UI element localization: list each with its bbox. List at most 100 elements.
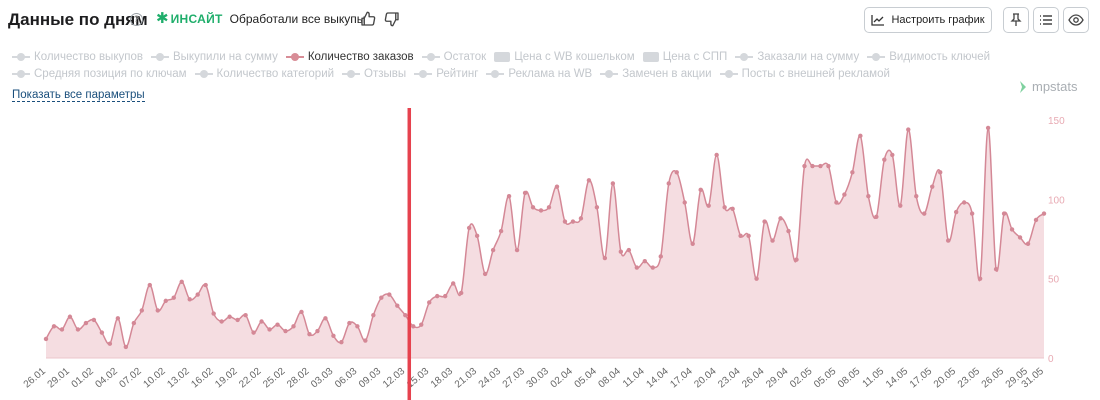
thumbs-down-icon[interactable] [383,10,401,28]
legend-item-label: Замечен в акции [622,68,712,80]
data-point [147,282,152,288]
data-point [522,190,528,196]
data-point [906,127,911,132]
legend-item[interactable]: Заказали на сумму [735,51,859,63]
show-all-params-link[interactable]: Показать все параметры [12,89,145,102]
legend-item[interactable]: Рейтинг [414,68,478,80]
pin-button[interactable] [1003,7,1029,33]
insight-badge[interactable]: ✱ ИНСАЙТ Обработали все выкупы [156,10,366,27]
data-point [387,292,392,297]
data-point [914,193,919,199]
data-point [243,312,248,318]
bar-marker-icon [494,52,511,62]
data-point [115,316,121,321]
data-point [371,312,376,318]
data-point [450,281,456,286]
legend-item[interactable]: Выкупили на сумму [150,51,278,63]
series-marker-icon [150,52,169,62]
data-point [993,266,999,272]
data-point [530,205,536,210]
legend-item-label: Количество категорий [216,68,335,80]
data-point [866,193,871,199]
x-tick-label: 04.02 [94,366,121,391]
data-point [738,233,743,239]
legend-item-label: Видимость ключей [889,51,991,63]
data-point [810,163,815,169]
data-point [690,241,695,246]
data-point [395,303,400,308]
series-marker-icon [867,52,886,62]
data-point [786,228,791,234]
legend-item[interactable]: Количество выкупов [12,51,143,63]
list-button[interactable] [1033,7,1059,33]
data-point [307,332,312,337]
data-point [890,152,895,158]
series-marker-icon [414,69,433,79]
legend-item[interactable]: Остаток [421,51,486,63]
insight-note: Обработали все выкупы [229,12,366,26]
legend-item-label: Цена с СПП [662,51,728,63]
data-point [251,330,256,335]
legend-item[interactable]: Количество категорий [194,68,335,80]
data-point [626,247,632,253]
legend-item-label: Выкупили на сумму [172,51,278,63]
legend-item[interactable]: Средняя позиция по ключам [12,68,187,80]
legend-item-label: Посты с внешней рекламой [741,68,890,80]
legend-item[interactable]: Отзывы [342,68,406,80]
legend-row-2: Средняя позиция по ключам Количество кат… [12,68,1012,80]
visibility-button[interactable] [1063,7,1089,33]
eye-icon [1068,14,1084,26]
data-point [474,233,480,239]
series-marker-icon [719,69,738,79]
data-point [75,327,81,332]
data-point [195,292,200,297]
legend-item[interactable]: Цена с WB кошельком [494,51,635,63]
thumbs-up-icon[interactable] [359,10,377,28]
data-point [594,205,600,210]
data-point [698,187,703,193]
data-point [874,214,879,219]
x-tick-label: 14.04 [644,366,671,391]
question-circle-icon[interactable]: ? [130,13,143,26]
data-point [347,320,352,326]
x-tick-label: 28.02 [285,366,312,391]
legend-row-1: Количество выкупов Выкупили на сумму Кол… [12,51,1012,63]
y-tick-label: 100 [1048,195,1065,206]
data-point [778,216,783,221]
data-point [746,233,751,239]
data-point [131,320,137,326]
legend-item[interactable]: Видимость ключей [867,51,990,63]
legend-item-active[interactable]: Количество заказов [285,51,414,63]
data-point [1009,227,1015,232]
area-fill [46,127,1044,358]
data-point [227,314,232,319]
insight-star-icon: ✱ [156,10,169,27]
data-point [538,208,544,213]
x-tick-label: 03.03 [309,366,336,391]
x-tick-label: 11.04 [621,366,647,390]
legend-item[interactable]: Посты с внешней рекламой [719,68,890,80]
x-tick-label: 22.02 [237,366,264,391]
legend-item[interactable]: Цена с СПП [642,51,728,63]
configure-chart-button[interactable]: Настроить график [864,7,992,33]
series-marker-icon [285,52,304,62]
data-point [977,276,983,281]
legend-item-label: Количество выкупов [34,51,143,63]
x-tick-label: 07.02 [117,366,144,391]
legend-item[interactable]: Реклама на WB [486,68,592,80]
series-marker-icon [12,69,30,79]
series-marker-icon [735,52,754,62]
data-point [171,295,176,300]
data-point [187,297,192,302]
data-point [203,282,208,288]
legend-item-label: Реклама на WB [508,68,593,80]
data-point [1041,211,1047,216]
legend-item[interactable]: Замечен в акции [600,68,712,80]
data-point [59,327,65,332]
data-point [674,170,679,175]
data-point [858,133,863,139]
data-point [83,320,89,326]
x-tick-label: 26.04 [740,366,767,391]
x-tick-label: 25.02 [261,366,288,391]
brand-logo: mpstats [1018,79,1078,94]
